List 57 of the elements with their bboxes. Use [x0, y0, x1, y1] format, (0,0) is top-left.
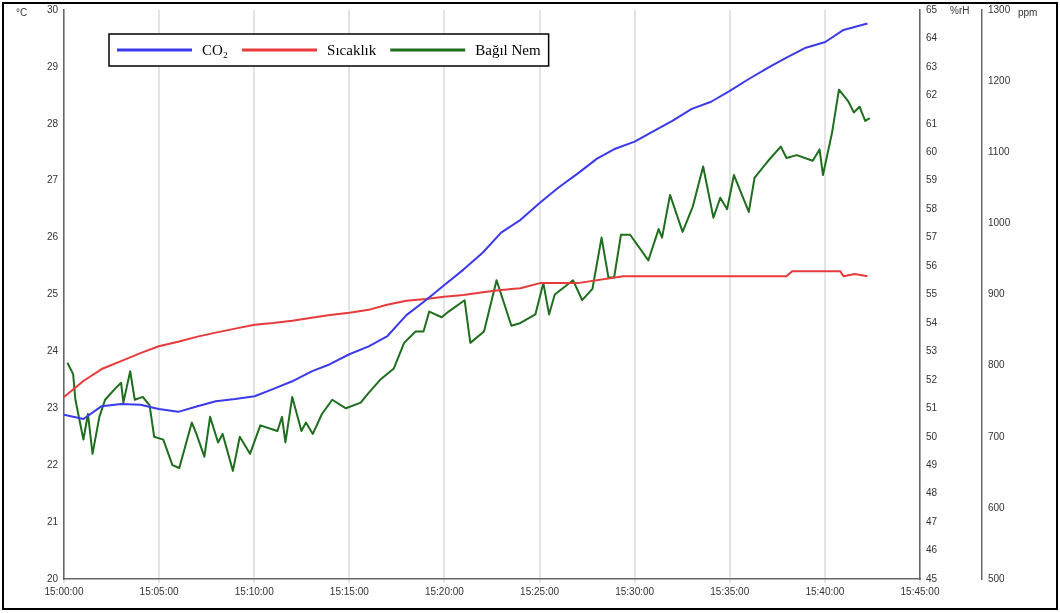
y-tick-label: 22: [46, 458, 59, 470]
y-tick-label: 25: [46, 288, 59, 300]
y-tick-label: 26: [46, 231, 59, 243]
y3-tick-label: 700: [988, 430, 1006, 442]
y-axis-title: °C: [16, 6, 28, 18]
y-tick-label: 20: [46, 572, 59, 584]
y2-tick-label: 63: [926, 60, 938, 72]
y2-tick-label: 58: [926, 202, 938, 214]
y2-tick-label: 54: [926, 316, 938, 328]
y2-tick-label: 53: [926, 345, 938, 357]
y2-tick-label: 45: [926, 572, 938, 584]
y2-tick-label: 49: [926, 458, 938, 470]
y2-tick-label: 47: [926, 515, 938, 527]
y3-tick-label: 1300: [988, 3, 1011, 15]
y-tick-label: 24: [46, 345, 59, 357]
x-tick-label: 15:30:00: [615, 585, 655, 597]
y3-axis-title: ppm: [1018, 6, 1038, 18]
y3-tick-label: 800: [988, 359, 1006, 371]
y2-tick-label: 51: [926, 402, 938, 414]
legend-label: Sıcaklık: [327, 41, 377, 58]
x-tick-label: 15:25:00: [520, 585, 560, 597]
x-tick-label: 15:20:00: [424, 585, 465, 597]
y2-tick-label: 52: [926, 373, 938, 385]
x-tick-label: 15:45:00: [900, 585, 940, 597]
y3-tick-label: 600: [988, 501, 1006, 513]
y2-tick-label: 56: [926, 259, 938, 271]
y-tick-label: 30: [46, 3, 59, 15]
y-tick-label: 27: [46, 174, 59, 186]
x-tick-label: 15:05:00: [139, 585, 179, 597]
x-tick-label: 15:35:00: [710, 585, 750, 597]
x-tick-label: 15:15:00: [329, 585, 370, 597]
y2-axis-title: %rH: [950, 4, 970, 16]
legend-label: Bağıl Nem: [475, 41, 541, 58]
legend-label: CO₂: [202, 41, 229, 58]
y2-tick-label: 62: [926, 89, 938, 101]
y2-tick-label: 48: [926, 487, 938, 499]
y3-tick-label: 1100: [988, 146, 1010, 157]
y3-tick-label: 1000: [988, 217, 1011, 229]
y3-tick-label: 1200: [988, 74, 1011, 86]
y2-tick-label: 61: [926, 117, 938, 129]
y2-tick-label: 57: [926, 231, 938, 243]
y3-tick-label: 900: [988, 288, 1006, 300]
y2-tick-label: 64: [926, 32, 938, 44]
y-tick-label: 23: [46, 402, 59, 414]
y2-tick-label: 59: [926, 174, 938, 186]
x-tick-label: 15:00:00: [44, 585, 84, 597]
y2-tick-label: 60: [926, 146, 938, 157]
y-tick-label: 21: [46, 515, 59, 527]
y2-tick-label: 50: [926, 430, 938, 442]
y-tick-label: 29: [46, 60, 59, 72]
x-tick-label: 15:10:00: [234, 585, 275, 597]
x-tick-label: 15:40:00: [805, 585, 845, 597]
y2-tick-label: 65: [926, 3, 938, 15]
y3-tick-label: 500: [988, 572, 1006, 584]
y-tick-label: 28: [46, 117, 59, 129]
y2-tick-label: 55: [926, 288, 938, 300]
y2-tick-label: 46: [926, 544, 938, 556]
